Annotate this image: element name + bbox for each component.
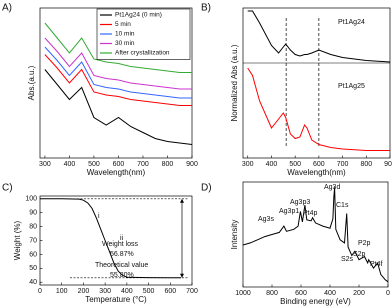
panel-label: D): [201, 183, 212, 194]
y-tick-label: 90: [29, 210, 37, 217]
panel-label: B): [201, 3, 211, 14]
panel-label: A): [2, 3, 12, 14]
x-tick-label: 400: [324, 290, 336, 297]
legend-label: 30 min: [115, 40, 135, 47]
x-tick-label: 500: [88, 161, 100, 168]
annotation: P2p: [358, 240, 371, 247]
x-tick-label: 900: [384, 161, 392, 168]
annotation: Pt4f: [370, 261, 383, 268]
x-tick-label: 200: [353, 290, 365, 297]
x-tick-label: 300: [242, 161, 254, 168]
series-line: [44, 22, 192, 73]
annotation: i: [98, 213, 100, 220]
x-axis-label: Wavelength(nm): [87, 168, 146, 177]
x-axis-label: Temperature (°C): [85, 295, 147, 304]
x-tick-label: 800: [162, 161, 174, 168]
series-line: [40, 198, 182, 279]
series-line: [44, 54, 192, 106]
x-tick-label: 300: [39, 161, 51, 168]
x-tick-label: 400: [64, 161, 76, 168]
x-tick-label: 800: [360, 161, 372, 168]
series-line: [247, 67, 390, 151]
series-label: Pt1Ag24: [338, 19, 365, 26]
annotation: S2s: [341, 256, 354, 263]
x-tick-label: 200: [78, 288, 90, 295]
x-tick-label: 600: [295, 290, 307, 297]
legend-label: 5 min: [115, 21, 131, 28]
x-tick-label: 600: [313, 161, 325, 168]
x-tick-label: 900: [186, 161, 198, 168]
legend-label: 10 min: [115, 31, 135, 38]
y-axis-label: Normalized Abs (a.u.): [230, 44, 239, 121]
x-tick-label: 1000: [235, 290, 251, 297]
x-tick-label: 700: [186, 288, 198, 295]
annotation: 55.80%: [110, 272, 134, 279]
y-tick-label: 50: [29, 265, 37, 272]
series-line: [242, 187, 389, 283]
annotation: Ag3p3: [290, 199, 310, 206]
y-axis-label: Abs.(a.u.): [27, 65, 36, 100]
y-tick-label: 40: [29, 279, 37, 286]
x-tick-label: 700: [337, 161, 349, 168]
annotation: Weight loss: [102, 241, 139, 248]
y-axis-label: Intensity: [230, 220, 239, 250]
x-tick-label: 600: [113, 161, 125, 168]
x-tick-label: 600: [164, 288, 176, 295]
annotation: ii: [120, 235, 124, 242]
annotation: Ag3s: [258, 216, 274, 223]
annotation: Ag3p1: [279, 208, 299, 215]
x-tick-label: 300: [99, 288, 111, 295]
y-axis-label: Weight (%): [13, 220, 22, 260]
x-tick-label: 400: [121, 288, 133, 295]
x-tick-label: 500: [289, 161, 301, 168]
annotation: S2p: [353, 251, 366, 258]
x-axis-label: Binding energy (eV): [280, 297, 351, 306]
x-tick-label: 0: [38, 288, 42, 295]
y-tick-label: 80: [29, 223, 37, 230]
series-line: [44, 37, 192, 90]
y-tick-label: 60: [29, 251, 37, 258]
y-tick-label: 70: [29, 237, 37, 244]
annotation: C1s: [336, 202, 349, 209]
series-line: [247, 10, 391, 63]
x-tick-label: 800: [266, 290, 278, 297]
series-label: Pt1Ag25: [338, 83, 365, 90]
annotation: Pt4p: [303, 210, 318, 217]
plot-frame: [242, 181, 389, 288]
annotation: Theoretical value: [95, 262, 148, 269]
annotation: Ag3d: [324, 184, 340, 191]
legend-label: After crystallization: [115, 50, 170, 57]
x-tick-label: 500: [143, 288, 155, 295]
x-tick-label: 700: [137, 161, 149, 168]
x-tick-label: 0: [386, 290, 390, 297]
y-tick-label: 100: [25, 196, 37, 203]
annotation: 56.87%: [110, 251, 134, 258]
plot-frame: [242, 7, 391, 159]
x-tick-label: 400: [266, 161, 278, 168]
x-axis-label: Wavelength(nm): [287, 168, 346, 177]
legend-box: [96, 8, 191, 60]
plot-frame: [39, 7, 193, 159]
legend-label: Pt1Ag24 (0 min): [115, 12, 162, 19]
x-tick-label: 100: [56, 288, 68, 295]
panel-label: C): [2, 183, 13, 194]
series-line: [44, 69, 193, 145]
series-line: [44, 46, 192, 99]
